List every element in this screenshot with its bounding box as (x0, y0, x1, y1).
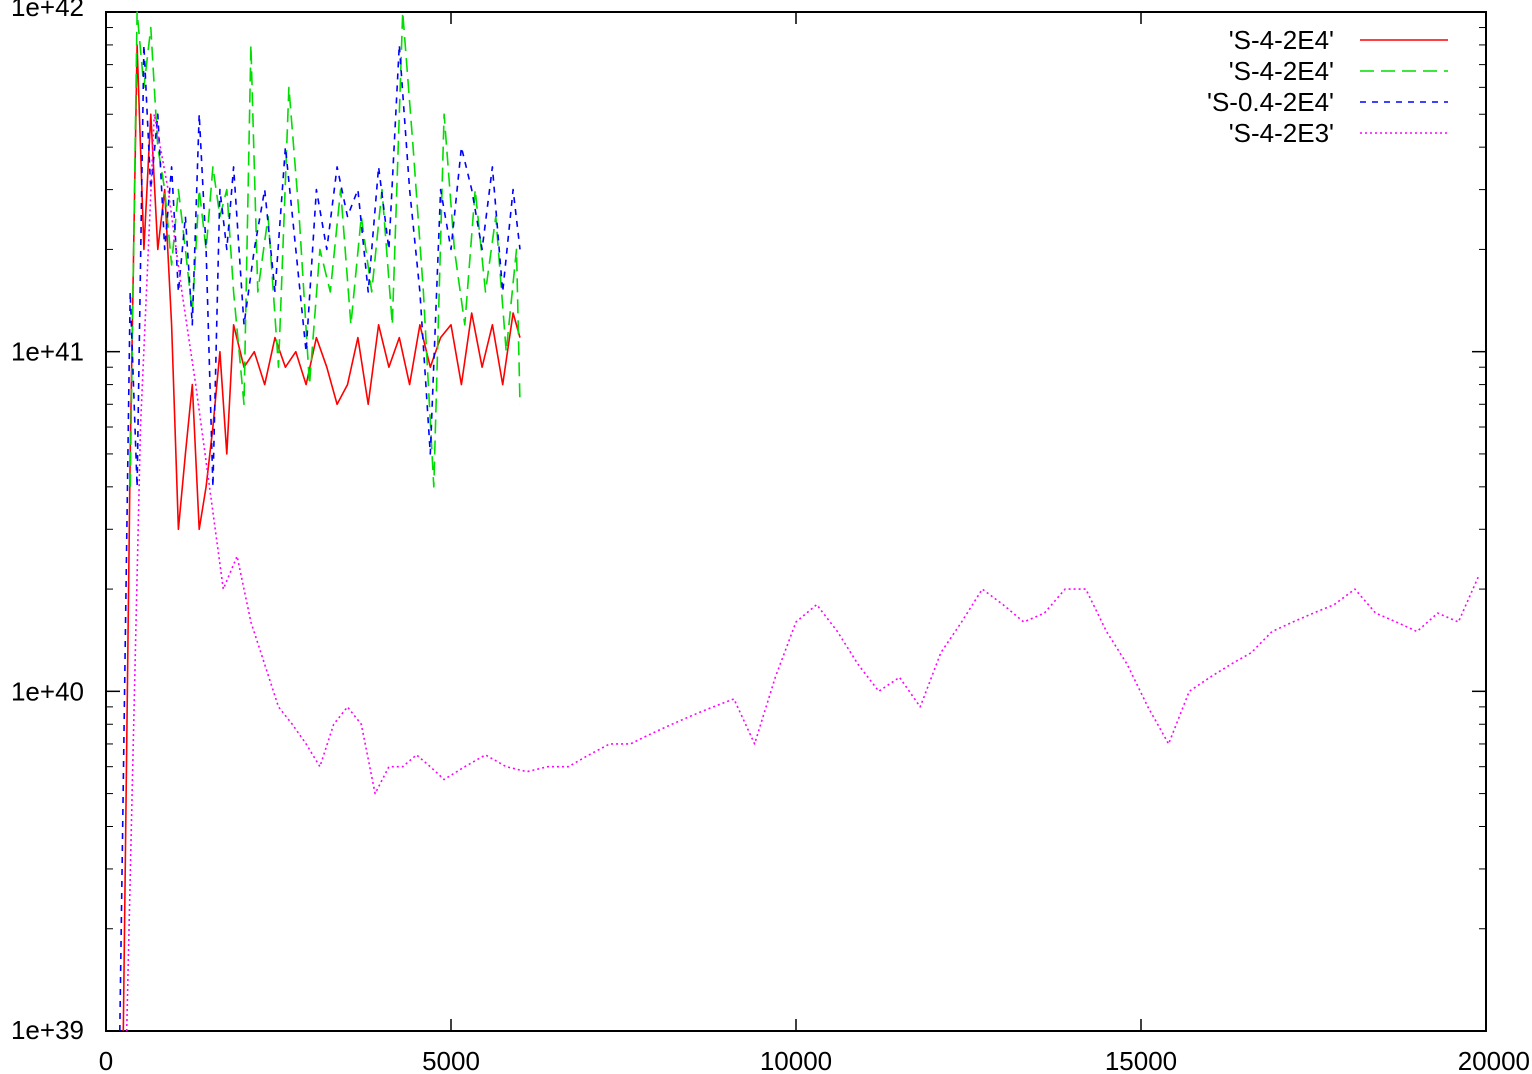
y-tick-label: 1e+40 (11, 676, 84, 706)
legend-label: 'S-4-2E4' (1229, 25, 1334, 55)
legend-label: 'S-4-2E3' (1229, 118, 1334, 148)
series-line-1 (122, 44, 521, 1032)
plot-frame (105, 11, 1487, 1032)
x-tick-label: 0 (99, 1046, 113, 1074)
y-tick-label: 1e+39 (11, 1015, 84, 1045)
ticks-layer: 0 5000 10000 15000 20000 1e+39 1e+40 1e+41 1e+42 (11, 0, 1530, 1074)
y-tick-label: 1e+41 (11, 337, 84, 367)
y-tick-label: 1e+42 (11, 0, 84, 22)
series-line-2 (129, 11, 521, 488)
legend-label: 'S-4-2E4' (1229, 56, 1334, 86)
series-line-3 (119, 44, 521, 1032)
x-tick-label: 20000 (1458, 1046, 1530, 1074)
x-tick-label: 15000 (1105, 1046, 1177, 1074)
legend: 'S-4-2E4''S-4-2E4''S-0.4-2E4''S-4-2E3' (1207, 25, 1448, 148)
series-layer (119, 11, 1480, 1032)
x-tick-label: 5000 (422, 1046, 480, 1074)
x-tick-label: 10000 (760, 1046, 832, 1074)
series-line-4 (125, 113, 1480, 1032)
legend-label: 'S-0.4-2E4' (1207, 87, 1334, 117)
